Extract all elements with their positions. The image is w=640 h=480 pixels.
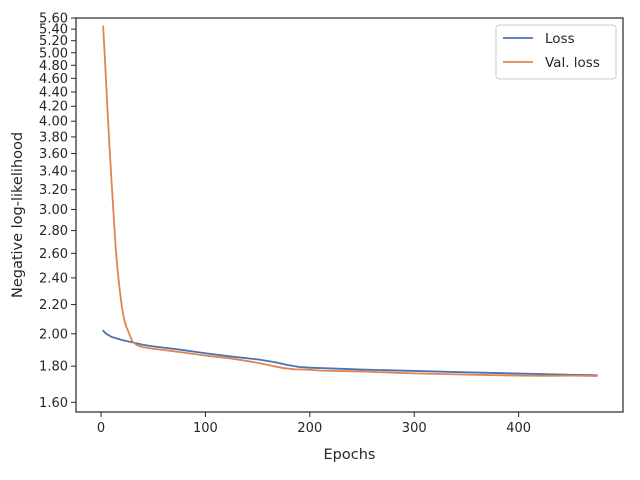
plot-frame <box>75 17 624 413</box>
y-tick-label: 5.60 <box>39 12 68 27</box>
legend-label-val-loss: Val. loss <box>545 55 600 71</box>
y-tick-label: 3.80 <box>39 130 68 145</box>
plot-area <box>76 18 623 412</box>
y-axis: 1.60 1.80 2.00 2.20 2.40 2.60 2.80 3.00 3.20 3.40… <box>39 12 76 411</box>
x-axis-label: Epochs <box>324 447 376 463</box>
y-tick-label: 5.20 <box>39 34 68 49</box>
x-tick-label: 200 <box>297 421 322 436</box>
y-axis-label: Negative log-likelihood <box>10 132 26 298</box>
y-tick-label: 4.20 <box>39 100 68 115</box>
legend: Loss Val. loss <box>495 24 617 80</box>
y-tick-label: 2.40 <box>39 271 68 286</box>
y-tick-label: 1.60 <box>39 396 68 411</box>
series-line-loss <box>102 329 598 377</box>
x-axis: 0 100 200 300 400 <box>97 412 531 436</box>
legend-label-loss: Loss <box>545 31 575 47</box>
y-tick-label: 1.80 <box>39 360 68 375</box>
y-tick-label: 3.20 <box>39 183 68 198</box>
series-line-val-loss <box>102 25 598 377</box>
y-tick-label: 4.00 <box>39 115 68 130</box>
y-tick-label: 2.20 <box>39 298 68 313</box>
y-tick-label: 3.60 <box>39 147 68 162</box>
x-tick-label: 400 <box>506 421 531 436</box>
y-tick-label: 2.60 <box>39 247 68 262</box>
x-tick-label: 300 <box>402 421 427 436</box>
x-tick-label: 100 <box>193 421 218 436</box>
y-tick-label: 4.80 <box>39 59 68 74</box>
series-layer <box>102 25 598 377</box>
y-tick-label: 3.40 <box>39 165 68 180</box>
y-tick-label: 3.00 <box>39 203 68 218</box>
y-tick-label: 4.60 <box>39 72 68 87</box>
y-tick-label: 5.00 <box>39 46 68 61</box>
y-tick-label: 2.80 <box>39 224 68 239</box>
y-tick-label: 4.40 <box>39 85 68 100</box>
y-tick-label: 2.00 <box>39 327 68 342</box>
y-tick-label: 5.40 <box>39 23 68 38</box>
x-tick-label: 0 <box>97 421 105 436</box>
